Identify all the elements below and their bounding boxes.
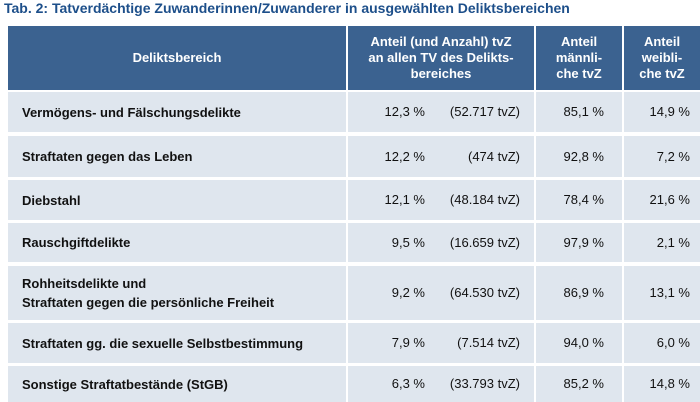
cell-value: (48.184 tvZ) bbox=[449, 192, 520, 207]
cell-value: (474 tvZ) bbox=[467, 148, 520, 164]
header-text: männli- bbox=[555, 50, 603, 65]
label-line: Sonstige Straftatbestände (StGB) bbox=[22, 376, 228, 392]
label-line: Straftaten gg. die sexuelle Selbstbestim… bbox=[22, 335, 304, 351]
cell-value: 9,2 % bbox=[391, 285, 425, 300]
header-cell: Deliktsbereich bbox=[8, 26, 346, 90]
label-line: Straftaten gegen die persönliche Freihei… bbox=[22, 295, 275, 310]
cell-value: 97,9 % bbox=[563, 234, 604, 250]
row-cell bbox=[348, 323, 534, 363]
row-cell bbox=[536, 136, 622, 177]
row-cell bbox=[624, 92, 700, 132]
label-line: Straftaten gegen das Leben bbox=[22, 149, 193, 164]
header-text: che tvZ bbox=[639, 66, 685, 81]
header-text: bereiches bbox=[410, 66, 472, 81]
row-cell bbox=[348, 180, 534, 220]
row-cell bbox=[624, 136, 700, 177]
row-cell bbox=[536, 323, 622, 363]
row-cell bbox=[536, 366, 622, 402]
row-cell bbox=[8, 323, 346, 363]
cell-value: 2,1 % bbox=[656, 234, 690, 250]
row-cell bbox=[348, 266, 534, 320]
header-cell: Anteil männli-che tvZ bbox=[536, 26, 622, 90]
row-cell bbox=[624, 180, 700, 220]
row-label: Rohheitsdelikte und Straftaten gegen die … bbox=[22, 266, 342, 320]
row-cell bbox=[8, 266, 346, 320]
cell-value: 13,1 % bbox=[649, 285, 690, 300]
row-cell bbox=[536, 180, 622, 220]
cell-value: 7,9 % bbox=[391, 335, 425, 350]
header-text: Deliktsbereich bbox=[132, 50, 222, 65]
row-cell bbox=[8, 136, 346, 177]
header-text: Anteil bbox=[560, 34, 598, 49]
header-text: Anteil (und Anzahl) tvZ bbox=[370, 34, 512, 49]
row-label: Straftaten gg. die sexuelle Selbstbestim… bbox=[22, 323, 342, 363]
row-cell bbox=[8, 180, 346, 220]
row-cell bbox=[624, 223, 700, 262]
label-line: Rohheitsdelikte und bbox=[22, 276, 147, 291]
row-cell bbox=[348, 136, 534, 177]
cell-value: 12,1 % bbox=[384, 192, 425, 207]
row-cell bbox=[8, 366, 346, 402]
label-line: Rauschgiftdelikte bbox=[22, 235, 131, 250]
cell-value: 85,2 % bbox=[563, 376, 604, 391]
cell-value: 78,4 % bbox=[563, 192, 604, 207]
row-label: Sonstige Straftatbestände (StGB) bbox=[22, 366, 342, 402]
row-cell bbox=[348, 223, 534, 262]
header-cell: Anteil (und Anzahl) tvZ an allen TV des D… bbox=[348, 26, 534, 90]
cell-value: 94,0 % bbox=[563, 335, 604, 350]
cell-value: 12,2 % bbox=[384, 148, 425, 164]
row-cell bbox=[8, 92, 346, 132]
row-cell bbox=[348, 92, 534, 132]
cell-value: 21,6 % bbox=[649, 192, 690, 207]
cell-value: (52.717 tvZ) bbox=[449, 104, 520, 119]
row-cell bbox=[536, 92, 622, 132]
header-text: Anteil bbox=[643, 34, 681, 49]
row-label: Diebstahl bbox=[22, 180, 342, 220]
cell-value: (64.530 tvZ) bbox=[449, 285, 520, 300]
cell-value: 12,3 % bbox=[384, 104, 425, 119]
cell-value: (16.659 tvZ) bbox=[449, 234, 520, 250]
cell-value: 14,8 % bbox=[649, 376, 690, 391]
cell-value: 14,9 % bbox=[649, 104, 690, 119]
row-cell bbox=[624, 323, 700, 363]
header-text: weibli- bbox=[641, 50, 683, 65]
row-cell bbox=[536, 266, 622, 320]
cell-value: 9,5 % bbox=[391, 234, 425, 250]
row-cell bbox=[624, 266, 700, 320]
row-cell bbox=[348, 366, 534, 402]
label-line: Vermögens- und Fälschungsdelikte bbox=[22, 104, 241, 120]
row-cell bbox=[536, 223, 622, 262]
cell-value: 6,0 % bbox=[656, 335, 690, 350]
cell-value: 6,3 % bbox=[391, 376, 425, 391]
row-label: Vermögens- und Fälschungsdelikte bbox=[22, 92, 342, 132]
row-cell bbox=[8, 223, 346, 262]
cell-value: (7.514 tvZ) bbox=[457, 335, 520, 350]
cell-value: 85,1 % bbox=[563, 104, 604, 119]
cell-value: 7,2 % bbox=[656, 148, 690, 164]
label-line: Diebstahl bbox=[22, 192, 81, 208]
header-cell: Anteil weibli-che tvZ bbox=[624, 26, 700, 90]
cell-value: 86,9 % bbox=[563, 285, 604, 300]
header-text: che tvZ bbox=[556, 66, 602, 81]
cell-value: 92,8 % bbox=[563, 148, 604, 164]
row-label: Rauschgiftdelikte bbox=[22, 223, 342, 262]
cell-value: (33.793 tvZ) bbox=[449, 376, 520, 391]
row-cell bbox=[624, 366, 700, 402]
table-title: Tab. 2: Tatverdächtige Zuwanderinnen/Zuw… bbox=[4, 0, 570, 16]
row-label: Straftaten gegen das Leben bbox=[22, 136, 342, 177]
header-text: an allen TV des Delikts- bbox=[368, 50, 514, 65]
